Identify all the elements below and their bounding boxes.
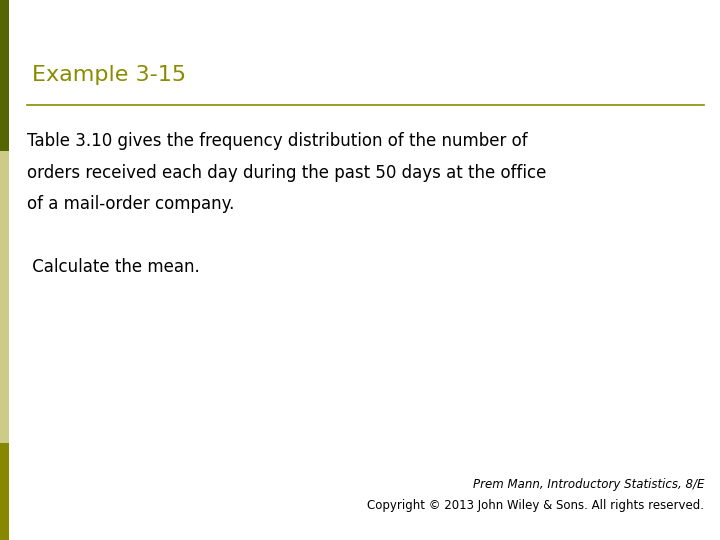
Text: Example 3-15: Example 3-15	[32, 65, 186, 85]
Text: Copyright © 2013 John Wiley & Sons. All rights reserved.: Copyright © 2013 John Wiley & Sons. All …	[367, 500, 704, 512]
Text: of a mail-order company.: of a mail-order company.	[27, 195, 235, 213]
Text: Calculate the mean.: Calculate the mean.	[27, 258, 200, 275]
Text: orders received each day during the past 50 days at the office: orders received each day during the past…	[27, 164, 546, 181]
Text: Table 3.10 gives the frequency distribution of the number of: Table 3.10 gives the frequency distribut…	[27, 132, 528, 150]
Text: Prem Mann, Introductory Statistics, 8/E: Prem Mann, Introductory Statistics, 8/E	[473, 478, 704, 491]
